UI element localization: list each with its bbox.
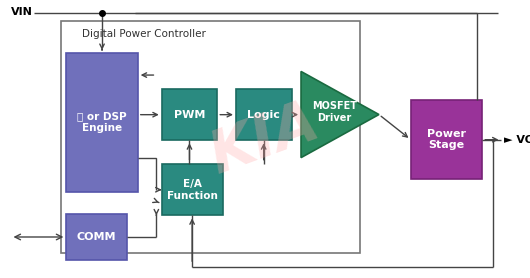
- Text: ► VOUT: ► VOUT: [504, 135, 530, 145]
- Text: VIN: VIN: [11, 7, 32, 17]
- Text: MOSFET
Driver: MOSFET Driver: [312, 101, 357, 123]
- FancyBboxPatch shape: [66, 214, 127, 260]
- FancyBboxPatch shape: [236, 89, 292, 140]
- Text: 米 or DSP
Engine: 米 or DSP Engine: [77, 111, 127, 133]
- Polygon shape: [301, 71, 379, 158]
- Text: COMM: COMM: [77, 232, 117, 242]
- Text: KIA: KIA: [202, 93, 328, 185]
- Text: PWM: PWM: [174, 110, 205, 120]
- FancyBboxPatch shape: [66, 53, 138, 192]
- Text: Power
Stage: Power Stage: [427, 129, 466, 150]
- Text: Digital Power Controller: Digital Power Controller: [82, 29, 206, 39]
- FancyBboxPatch shape: [61, 21, 360, 253]
- FancyBboxPatch shape: [411, 100, 482, 179]
- Text: Logic: Logic: [247, 110, 280, 120]
- Text: E/A
Function: E/A Function: [167, 179, 217, 200]
- FancyBboxPatch shape: [162, 89, 217, 140]
- FancyBboxPatch shape: [162, 164, 223, 215]
